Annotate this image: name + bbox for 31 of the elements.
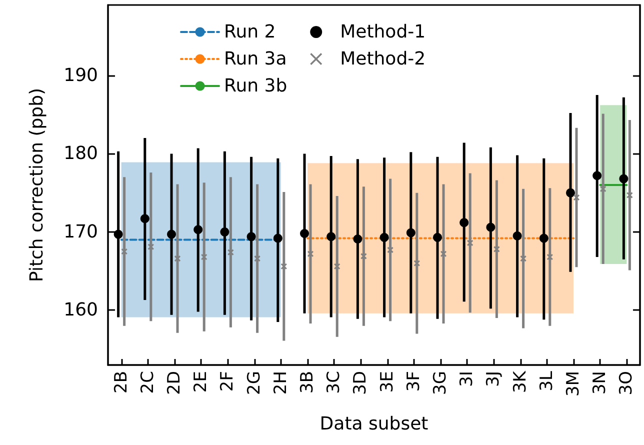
- y-axis-title: Pitch correction (ppb): [26, 88, 48, 282]
- y-tick-label: 160: [64, 300, 98, 321]
- legend-label: Run 3b: [224, 76, 288, 96]
- x-tick-label: 3E: [377, 371, 398, 393]
- x-tick-label: 3I: [457, 371, 478, 387]
- x-tick-label: 2E: [191, 371, 212, 393]
- x-tick-label: 3G: [430, 371, 450, 395]
- x-tick-label: 3O: [616, 371, 637, 396]
- x-tick-label: 3B: [298, 371, 318, 394]
- legend-label: Run 2: [224, 22, 276, 42]
- x-tick-label: 2G: [244, 371, 264, 395]
- x-tick-label: 3K: [510, 370, 530, 393]
- x-tick-label: 2B: [111, 371, 132, 394]
- x-tick-label: 2D: [164, 371, 184, 395]
- x-tick-label: 3C: [324, 371, 344, 394]
- x-tick-label: 2F: [218, 371, 238, 392]
- x-tick-label: 3M: [564, 371, 584, 396]
- x-tick-label: 3D: [350, 371, 371, 395]
- x-tick-label: 3J: [484, 371, 504, 387]
- x-tick-label: 3L: [536, 370, 557, 392]
- y-tick-label: 180: [64, 143, 98, 164]
- legend-label: Method-1: [340, 22, 426, 42]
- legend-label: Method-2: [340, 48, 426, 70]
- legend-label: Run 3a: [224, 48, 287, 70]
- x-axis-title: Data subset: [320, 414, 428, 434]
- y-tick-label: 190: [64, 64, 98, 86]
- y-tick-label: 170: [64, 221, 98, 242]
- x-tick-label: 2C: [138, 371, 158, 394]
- x-tick-label: 2H: [270, 371, 291, 395]
- x-tick-label: 3N: [590, 371, 610, 395]
- x-tick-label: 3F: [404, 371, 424, 392]
